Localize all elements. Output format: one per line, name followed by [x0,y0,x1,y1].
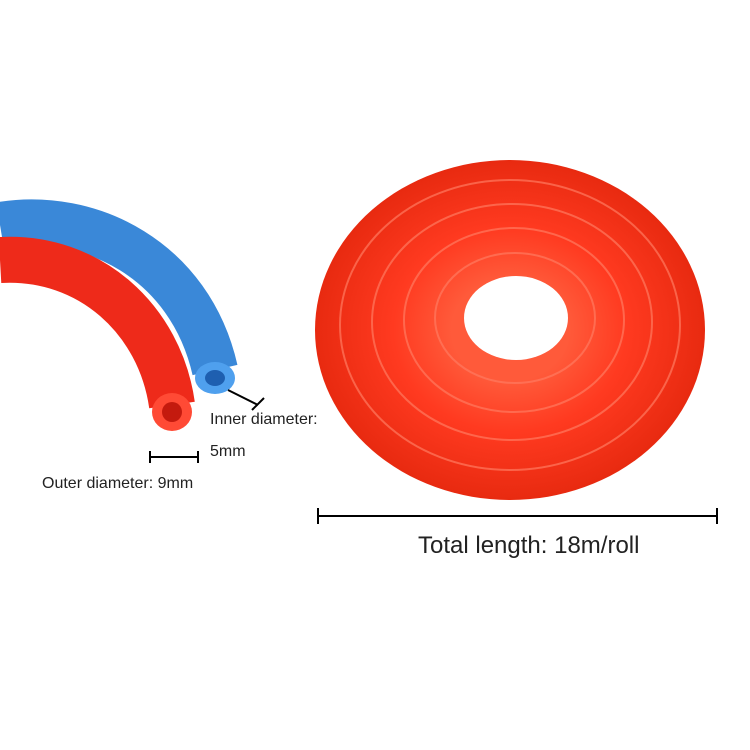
blue-tube-hole [205,370,225,386]
red-tube [0,236,195,409]
outer-label: Outer diameter: 9mm [42,475,193,492]
inner-label: Inner diameter: [210,411,318,428]
blue-tube [0,199,238,376]
coil-rings [339,179,681,471]
red-tube-hole [162,402,182,422]
coil-hole [464,276,568,360]
dimension-lines [149,389,718,524]
inner-value: 5mm [210,443,246,460]
length-label: Total length: 18m/roll [418,532,639,559]
